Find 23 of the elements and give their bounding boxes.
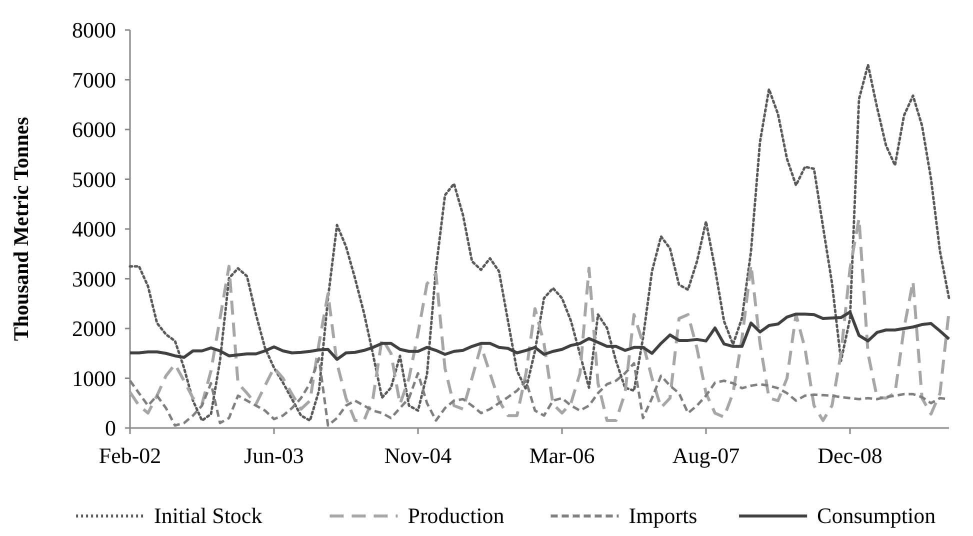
line-series	[128, 217, 950, 422]
line-series	[128, 310, 950, 361]
y-tick-label: 4000	[72, 216, 116, 242]
y-axis-title: Thousand Metric Tonnes	[9, 116, 33, 342]
line-series	[128, 64, 950, 422]
legend-label: Consumption	[817, 503, 936, 528]
x-tick-label: Aug-07	[672, 443, 740, 468]
legend-label: Initial Stock	[154, 503, 262, 528]
legend-label: Production	[408, 503, 504, 528]
y-tick-label: 7000	[72, 67, 116, 92]
legend-label: Imports	[628, 503, 698, 528]
y-tick-label: 1000	[72, 366, 116, 391]
y-tick-label: 2000	[72, 316, 116, 342]
x-tick-label: Feb-02	[98, 443, 162, 468]
x-tick-label: Dec-08	[818, 443, 882, 468]
x-tick-label: Jun-03	[244, 443, 304, 468]
y-tick-label: 6000	[72, 117, 116, 142]
y-tick-label: 3000	[72, 266, 116, 292]
x-tick-label: Mar-06	[529, 443, 595, 468]
y-tick-label: 8000	[72, 18, 116, 43]
x-tick-label: Nov-04	[384, 443, 452, 468]
y-tick-label: 0	[105, 416, 116, 441]
y-tick-label: 5000	[72, 166, 116, 192]
